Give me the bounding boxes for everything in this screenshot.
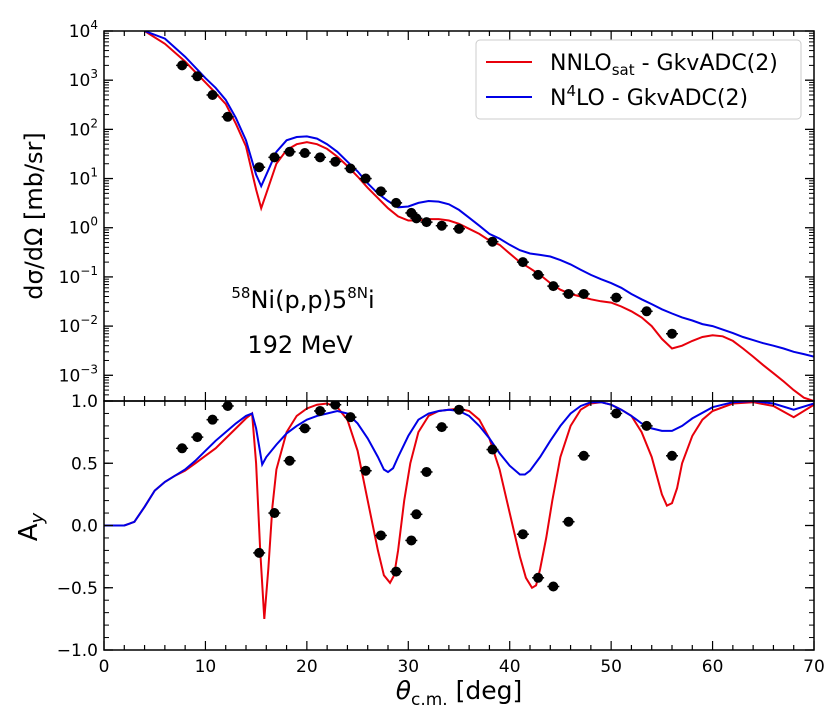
bottom-data-point xyxy=(610,408,623,419)
bottom-data-point xyxy=(577,450,590,461)
bottom-x-ticks: 0 10 20 30 40 50 60 70 xyxy=(99,401,825,677)
legend-entry-n4lo: N4LO - GkvADC(2) xyxy=(550,82,748,111)
top-y-tick-label: 103 xyxy=(69,67,98,91)
top-data-point xyxy=(562,288,575,299)
bottom-y-tick-label: −0.5 xyxy=(57,579,98,599)
bottom-data-point xyxy=(176,443,189,454)
x-axis-label: θc.m. [deg] xyxy=(396,676,523,710)
top-data-point xyxy=(577,288,590,299)
bottom-y-ticks: −1.0 −0.5 0.0 0.5 1.0 xyxy=(57,392,814,661)
bottom-data-point xyxy=(486,444,499,455)
bottom-data-point xyxy=(253,547,266,558)
bottom-y-tick-label: 1.0 xyxy=(71,392,98,412)
bottom-data-point xyxy=(344,412,357,423)
top-data-point xyxy=(283,146,296,157)
top-data-points xyxy=(176,60,678,339)
x-tick-label: 30 xyxy=(397,657,419,677)
bottom-data-point xyxy=(516,529,529,540)
top-data-point xyxy=(532,269,545,280)
top-data-point xyxy=(610,292,623,303)
bottom-y-axis-label: Ay xyxy=(14,512,48,541)
bottom-data-point xyxy=(666,450,678,461)
top-data-point xyxy=(420,217,433,228)
bottom-y-tick-label: 0.0 xyxy=(71,517,98,537)
top-data-point xyxy=(547,281,560,292)
top-data-point xyxy=(410,213,423,224)
top-data-point xyxy=(390,197,403,208)
bottom-data-point xyxy=(374,530,387,541)
top-x-ticks xyxy=(103,31,815,401)
bottom-data-point xyxy=(420,466,433,477)
bottom-data-point xyxy=(191,432,204,443)
top-data-point xyxy=(268,152,281,163)
bottom-data-points xyxy=(176,401,678,592)
top-data-point xyxy=(314,152,327,163)
top-y-tick-label: 10−1 xyxy=(59,264,98,288)
bottom-data-point xyxy=(298,423,311,434)
top-y-tick-label: 10−2 xyxy=(59,313,98,337)
x-tick-label: 40 xyxy=(499,657,521,677)
bottom-data-point xyxy=(532,572,545,583)
top-panel: 10−3 10−2 10−1 100 101 102 103 104 dσ/dΩ [mb/sr… xyxy=(20,18,815,402)
bottom-data-point xyxy=(562,516,575,527)
x-tick-label: 20 xyxy=(296,657,318,677)
legend-entry-nnlosat: NNLOsat - GkvADC(2) xyxy=(550,51,778,79)
x-tick-label: 0 xyxy=(99,657,110,677)
top-y-tick-label: 100 xyxy=(69,215,98,239)
top-data-point xyxy=(359,173,372,184)
legend: NNLOsat - GkvADC(2) N4LO - GkvADC(2) xyxy=(475,39,802,120)
top-y-ticks: 10−3 10−2 10−1 100 101 102 103 104 xyxy=(59,18,814,402)
x-tick-label: 60 xyxy=(702,657,724,677)
bottom-frame xyxy=(103,400,815,651)
top-data-point xyxy=(374,186,387,197)
bottom-data-point xyxy=(547,581,560,592)
top-data-point xyxy=(453,223,465,234)
energy-label: 192 MeV xyxy=(247,331,353,359)
bottom-data-point xyxy=(206,414,219,425)
top-y-tick-label: 102 xyxy=(69,116,98,140)
bottom-data-point xyxy=(268,508,281,519)
bottom-data-point xyxy=(283,455,296,466)
top-data-point xyxy=(329,156,342,167)
bottom-data-point xyxy=(359,465,372,476)
reaction-label: 58Ni(p,p)58Ni xyxy=(231,284,374,314)
x-tick-label: 50 xyxy=(600,657,622,677)
top-data-point xyxy=(486,236,499,247)
bottom-data-point xyxy=(314,405,327,416)
top-y-tick-label: 10−3 xyxy=(59,362,98,386)
bottom-y-tick-label: −1.0 xyxy=(57,641,98,661)
bottom-data-point xyxy=(640,420,653,431)
bottom-red-curve xyxy=(104,401,814,619)
bottom-data-point xyxy=(410,509,423,520)
bottom-panel: −1.0 −0.5 0.0 0.5 1.0 0 10 20 30 40 50 60 70 Ay θc.… xyxy=(14,392,825,710)
top-data-point xyxy=(435,220,448,231)
bottom-y-tick-label: 0.5 xyxy=(71,454,98,474)
x-tick-label: 10 xyxy=(195,657,217,677)
top-data-point xyxy=(221,111,234,122)
bottom-data-point xyxy=(221,401,234,411)
bottom-data-point xyxy=(390,566,403,577)
top-y-axis-label: dσ/dΩ [mb/sr] xyxy=(20,132,48,300)
top-y-tick-label: 101 xyxy=(69,166,98,190)
top-data-point xyxy=(516,257,529,268)
top-data-point xyxy=(206,89,219,100)
legend-box xyxy=(475,39,802,120)
top-data-point xyxy=(253,162,266,173)
x-tick-label: 70 xyxy=(803,657,825,677)
bottom-blue-curve xyxy=(104,401,814,527)
top-data-point xyxy=(666,328,678,339)
top-data-point xyxy=(191,71,204,82)
bottom-data-point xyxy=(329,401,342,410)
bottom-data-point xyxy=(435,422,448,433)
top-data-point xyxy=(176,60,189,71)
bottom-data-point xyxy=(405,535,418,546)
bottom-data-point xyxy=(453,404,465,415)
top-data-point xyxy=(640,306,653,317)
top-data-point xyxy=(344,163,357,174)
top-y-tick-label: 104 xyxy=(69,18,98,42)
top-data-point xyxy=(298,148,311,159)
